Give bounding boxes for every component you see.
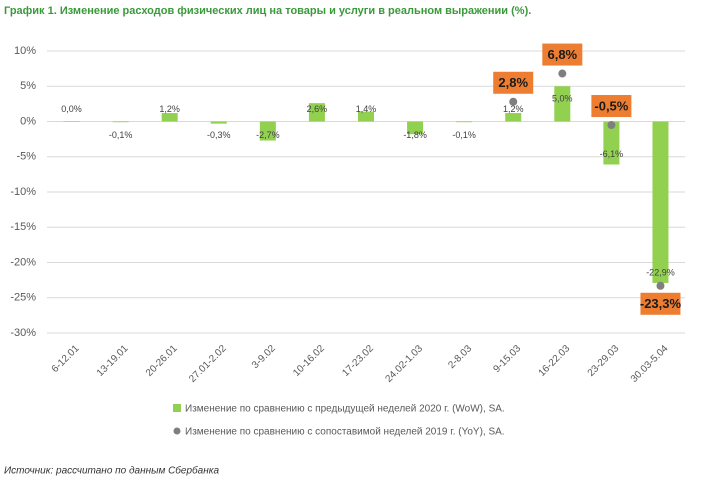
x-tick-label: 9-15.03 bbox=[491, 343, 523, 375]
dot bbox=[558, 69, 567, 78]
dot bbox=[607, 121, 616, 130]
x-tick-label: 10-16.02 bbox=[291, 343, 327, 379]
bar bbox=[652, 121, 669, 283]
label-box bbox=[542, 43, 583, 66]
bar bbox=[358, 111, 374, 122]
x-tick-label: 16-22.03 bbox=[537, 343, 573, 379]
x-tick-label: 3-9.02 bbox=[250, 343, 278, 371]
label-box bbox=[640, 292, 681, 315]
value-label: -23,3% bbox=[640, 296, 682, 311]
y-tick-label: -5% bbox=[16, 151, 36, 163]
bar bbox=[259, 121, 276, 141]
label-box bbox=[591, 95, 632, 118]
value-label: 2,6% bbox=[307, 104, 328, 114]
bar bbox=[505, 113, 522, 122]
bar bbox=[112, 121, 129, 123]
value-label: 1,2% bbox=[159, 104, 180, 114]
value-label: -0,5% bbox=[594, 98, 628, 113]
x-tick-label: 6-12.01 bbox=[50, 343, 82, 375]
bar bbox=[308, 103, 325, 122]
value-label: 0,0% bbox=[61, 104, 82, 114]
y-tick-label: 0% bbox=[20, 115, 36, 127]
y-tick-label: -20% bbox=[10, 256, 36, 268]
bar bbox=[63, 121, 80, 122]
x-tick-label: 13-19.01 bbox=[95, 343, 131, 379]
dot bbox=[656, 281, 665, 290]
x-tick-label: 27.01-2.02 bbox=[187, 343, 229, 385]
x-tick-label: 17-23.02 bbox=[340, 343, 376, 379]
value-label: 2,8% bbox=[498, 75, 528, 90]
bar bbox=[210, 121, 227, 124]
bar bbox=[554, 86, 571, 122]
value-label: -6,1% bbox=[600, 149, 624, 159]
y-tick-label: -30% bbox=[10, 327, 36, 339]
y-tick-label: 10% bbox=[14, 45, 36, 57]
value-label: -0,1% bbox=[109, 130, 133, 140]
source: Источник: рассчитано по данным Сбербанка bbox=[4, 465, 219, 477]
bar bbox=[603, 121, 620, 165]
value-label: -2,7% bbox=[256, 130, 280, 140]
label-box bbox=[493, 71, 534, 94]
legend-swatch bbox=[173, 404, 181, 412]
y-tick-label: -10% bbox=[10, 186, 36, 198]
legend-label: Изменение по сравнению с предыдущей неде… bbox=[185, 404, 505, 415]
legend-swatch bbox=[173, 427, 181, 435]
bar bbox=[456, 121, 473, 123]
value-label: 5,0% bbox=[552, 94, 573, 104]
y-tick-label: -15% bbox=[10, 221, 36, 233]
x-tick-label: 20-26.01 bbox=[144, 343, 180, 379]
chart-title: График 1. Изменение расходов физических … bbox=[4, 5, 531, 17]
x-tick-label: 24.02-1.03 bbox=[383, 343, 425, 385]
x-tick-label: 23-29.03 bbox=[586, 343, 622, 379]
bar bbox=[407, 121, 424, 135]
dot bbox=[509, 97, 518, 106]
value-label: 1,4% bbox=[356, 104, 377, 114]
legend-label: Изменение по сравнению с сопоставимой не… bbox=[185, 427, 505, 438]
value-label: 6,8% bbox=[547, 47, 577, 62]
value-label: -0,1% bbox=[452, 130, 476, 140]
y-tick-label: -25% bbox=[10, 292, 36, 304]
x-tick-label: 2-8.03 bbox=[446, 343, 474, 371]
value-label: -22,9% bbox=[646, 267, 675, 277]
bar bbox=[161, 113, 178, 122]
value-label: -1,8% bbox=[403, 130, 427, 140]
value-label: 1,2% bbox=[503, 104, 524, 114]
x-tick-label: 30.03-5.04 bbox=[629, 343, 671, 385]
value-label: -0,3% bbox=[207, 130, 231, 140]
y-tick-label: 5% bbox=[20, 80, 36, 92]
